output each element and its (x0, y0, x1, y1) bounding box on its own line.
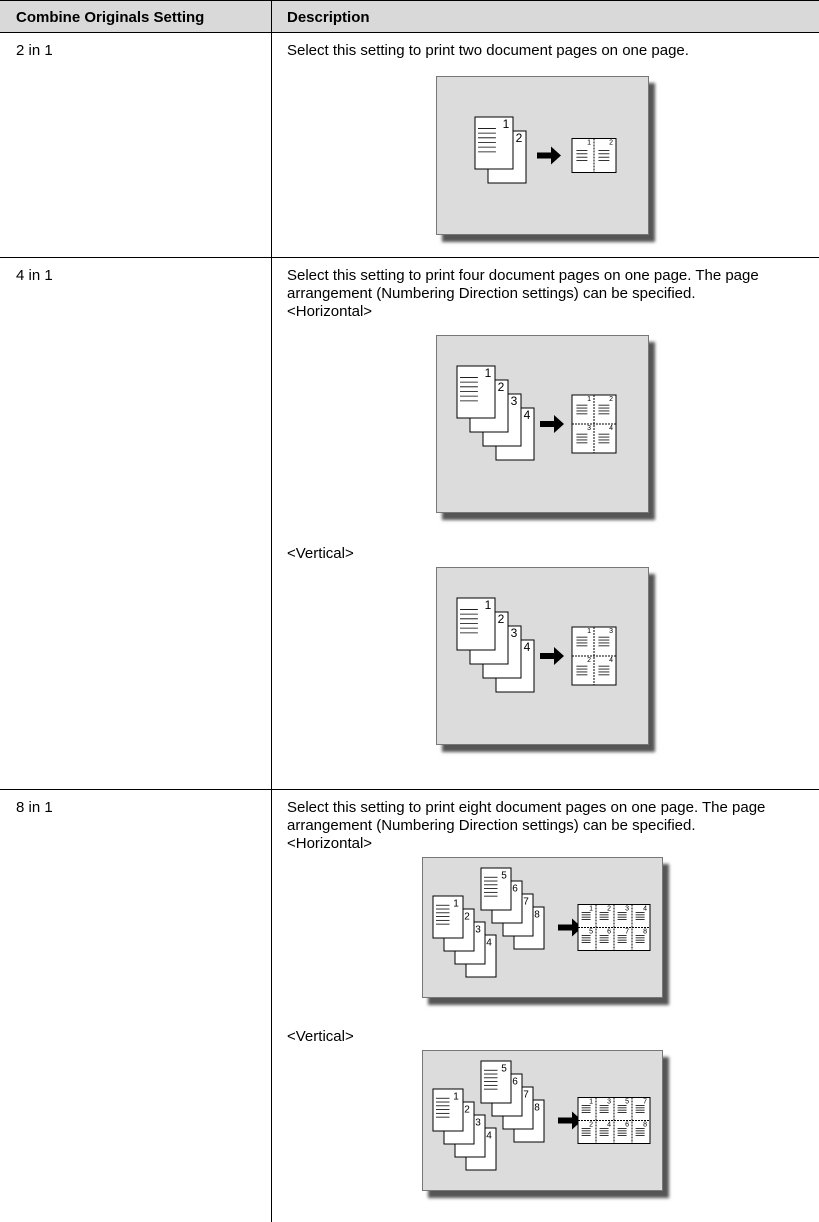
description-cell: Select this setting to print two documen… (272, 33, 819, 257)
page-number: 3 (475, 1118, 481, 1129)
cell-number: 5 (625, 1098, 629, 1105)
cell-number: 5 (589, 928, 593, 935)
header-cell: Description (287, 9, 370, 26)
page-number: 1 (503, 117, 510, 131)
page-number: 6 (512, 1077, 518, 1088)
cell-number: 7 (625, 928, 629, 935)
cell-number: 2 (609, 396, 613, 403)
arrow (558, 1111, 582, 1130)
table-row: 2 in 1 Select this setting to print two d… (0, 33, 819, 258)
cell-number: 3 (607, 1098, 611, 1105)
page-number: 1 (453, 899, 459, 910)
cell-number: 6 (625, 1121, 629, 1128)
page-number: 3 (511, 626, 518, 640)
cell-number: 7 (643, 1098, 647, 1105)
arrow (537, 146, 561, 165)
page-number: 4 (486, 1131, 492, 1142)
page-number: 2 (464, 1105, 470, 1116)
cell-number: 6 (607, 928, 611, 935)
page-number: 2 (516, 131, 523, 145)
header-row: Combine Originals Setting Description (0, 0, 819, 33)
description-text: Select this setting to print eight docum… (287, 799, 766, 834)
page-number: 4 (524, 640, 531, 654)
page-number: 4 (486, 938, 492, 949)
description-cell: Select this setting to print eight docum… (272, 790, 819, 1222)
page-number: 7 (523, 1090, 529, 1101)
cell-number: 2 (587, 657, 591, 664)
cell-number: 3 (625, 905, 629, 912)
cell-number: 2 (607, 905, 611, 912)
cell-number: 1 (589, 1098, 593, 1105)
page-number: 5 (501, 1064, 507, 1075)
header-cell: Combine Originals Setting (0, 1, 272, 32)
figure-caption: <Vertical> (287, 545, 354, 562)
cell-number: 2 (609, 139, 613, 146)
page-number: 3 (511, 394, 518, 408)
table-row: 4 in 1 Select this setting to print four … (0, 258, 819, 790)
cell-number: 4 (609, 425, 613, 432)
arrow (558, 918, 582, 937)
arrow (540, 647, 564, 665)
cell-number: 1 (587, 396, 591, 403)
page-number: 2 (498, 612, 505, 626)
cell-number: 4 (607, 1121, 611, 1128)
setting-cell: 8 in 1 (0, 790, 272, 1222)
cell-number: 8 (643, 1121, 647, 1128)
table-row: 8 in 1 Select this setting to print eight… (0, 790, 819, 1222)
cell-number: 2 (589, 1121, 593, 1128)
cell-number: 4 (609, 657, 613, 664)
cell-number: 1 (589, 905, 593, 912)
page-number: 1 (485, 366, 492, 380)
page-number: 8 (534, 1103, 540, 1114)
cell-number: 3 (609, 628, 613, 635)
description-cell: Select this setting to print four docume… (272, 258, 819, 789)
figure-caption: <Horizontal> (287, 303, 373, 320)
original-page (480, 1060, 512, 1104)
description-text: Select this setting to print four docume… (287, 267, 759, 302)
original-page (474, 116, 514, 170)
page-number: 1 (485, 598, 492, 612)
page-number: 2 (498, 380, 505, 394)
setting-cell: 2 in 1 (0, 33, 272, 257)
original-page (456, 365, 496, 419)
arrow (540, 415, 564, 433)
description-text: Select this setting to print two documen… (287, 42, 689, 59)
page-number: 2 (464, 912, 470, 923)
setting-cell: 4 in 1 (0, 258, 272, 789)
page-number: 5 (501, 871, 507, 882)
original-page (456, 597, 496, 651)
original-page (432, 895, 464, 939)
original-page (480, 867, 512, 911)
page-number: 6 (512, 884, 518, 895)
cell-number: 8 (643, 928, 647, 935)
original-page (432, 1088, 464, 1132)
cell-number: 4 (643, 905, 647, 912)
figure-caption: <Vertical> (287, 1028, 354, 1045)
page-number: 7 (523, 897, 529, 908)
page-number: 3 (475, 925, 481, 936)
figure-caption: <Horizontal> (287, 835, 373, 852)
page-number: 1 (453, 1092, 459, 1103)
page-number: 8 (534, 910, 540, 921)
illustration-drawing: 211 2 (474, 116, 617, 184)
page-number: 4 (524, 408, 531, 422)
cell-number: 1 (587, 628, 591, 635)
cell-number: 3 (587, 425, 591, 432)
cell-number: 1 (587, 139, 591, 146)
